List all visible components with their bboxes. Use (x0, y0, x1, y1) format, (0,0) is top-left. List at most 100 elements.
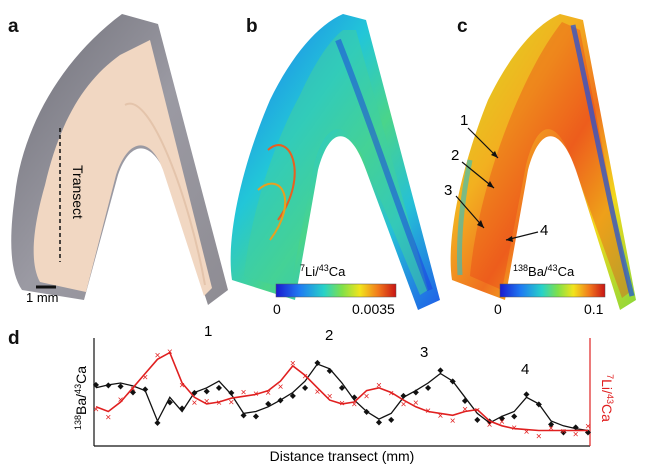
li-data-point: × (290, 359, 296, 370)
ba-data-point: ◆ (400, 391, 407, 400)
li-data-point: × (548, 423, 554, 434)
ba-data-point: ◆ (290, 391, 297, 400)
li-data-point: × (376, 381, 382, 392)
profile-chart: ◆ ◆ ◆ ◆ ◆ ◆ ◆ ◆ ◆ ◆ ◆ ◆ ◆ ◆ ◆ ◆ ◆ ◆ ◆ ◆ ◆ ◆ ◆ ◆ ◆ ◆ ◆ ◆ ◆ ◆ ◆ ◆ ◆ ◆ ◆ ◆ ◆ ◆ ◆ ◆… (93, 338, 592, 447)
ba-data-point: ◆ (216, 383, 223, 392)
li-data-point: × (573, 430, 579, 441)
li-data-point: × (560, 427, 566, 438)
li-data-point: × (105, 412, 111, 423)
ba-data-point: ◆ (548, 420, 555, 429)
ba-data-point: ◆ (130, 388, 137, 397)
ba-data-point: ◆ (204, 386, 211, 395)
panel-label-c: c (457, 16, 468, 37)
li-data-point: × (401, 399, 407, 410)
ba-data-point: ◆ (302, 383, 309, 392)
tooth-photo (11, 14, 229, 305)
ba-data-point: ◆ (499, 413, 506, 422)
panel-label-d: d (8, 328, 20, 349)
ba-data-point: ◆ (388, 415, 395, 424)
ba-data-point: ◆ (351, 392, 358, 401)
li-data-point: × (253, 389, 259, 400)
li-data-point: × (265, 388, 271, 399)
li-data-point: × (364, 391, 370, 402)
ba-data-point: ◆ (314, 358, 321, 367)
ba-data-point: ◆ (437, 366, 444, 375)
ba-data-point: ◆ (523, 389, 530, 398)
ba-data-point: ◆ (253, 412, 260, 421)
ba-annotation-4: 4 (540, 222, 548, 239)
ba-data-point: ◆ (228, 388, 235, 397)
ba-data-point: ◆ (560, 428, 567, 437)
ba-data-point: ◆ (339, 383, 346, 392)
li-data-point: × (437, 411, 443, 422)
peak-label-2: 2 (325, 327, 333, 344)
ba-data-point: ◆ (167, 397, 174, 406)
li-data-point: × (302, 371, 308, 382)
ba-map (450, 14, 636, 310)
peak-label-4: 4 (521, 361, 529, 378)
ba-colorbar-title: 138Ba/43Ca (513, 263, 575, 279)
ba-data-point: ◆ (376, 418, 383, 427)
ba-data-point: ◆ (364, 407, 371, 416)
ba-annotation-1: 1 (460, 112, 468, 129)
li-data-point: × (216, 398, 222, 409)
li-data-point: × (228, 397, 234, 408)
li-data-point: × (450, 416, 456, 427)
ba-annotation-2: 2 (451, 147, 459, 164)
li-data-point: × (167, 347, 173, 358)
li-data-point: × (425, 406, 431, 417)
li-data-point: × (388, 389, 394, 400)
ba-data-point: ◆ (450, 377, 457, 386)
li-data-point: × (278, 382, 284, 393)
ba-colorbar-max: 0.1 (584, 301, 604, 317)
li-data-point: × (118, 395, 124, 406)
right-axis-label: 7Li/43Ca (599, 374, 615, 422)
li-data-point: × (241, 388, 247, 399)
ba-colorbar (499, 283, 606, 298)
li-colorbar (275, 283, 397, 298)
li-data-point: × (204, 397, 210, 408)
ba-data-point: ◆ (277, 396, 284, 405)
li-data-point: × (155, 350, 161, 361)
li-data-point: × (339, 398, 345, 409)
li-data-point: × (413, 398, 419, 409)
li-map (230, 14, 440, 310)
li-data-point: × (462, 404, 468, 415)
li-data-point: × (130, 384, 136, 395)
li-data-point: × (327, 391, 333, 402)
li-data-point: × (142, 373, 148, 384)
li-data-point: × (511, 423, 517, 434)
li-data-point: × (524, 427, 530, 438)
li-data-point: × (499, 417, 505, 428)
peak-label-3: 3 (420, 344, 428, 361)
ba-data-point: ◆ (462, 396, 469, 405)
ba-data-point: ◆ (413, 388, 420, 397)
ba-annotation-3: 3 (444, 182, 452, 199)
li-data-point: × (191, 398, 197, 409)
ba-data-point: ◆ (179, 404, 186, 413)
ba-data-point: ◆ (118, 382, 125, 391)
ba-data-point: ◆ (536, 399, 543, 408)
ba-data-point: ◆ (474, 415, 481, 424)
ba-data-point: ◆ (142, 384, 149, 393)
transect-label: Transect (70, 165, 86, 219)
ba-data-point: ◆ (573, 422, 580, 431)
li-profile-line (95, 351, 588, 432)
li-data-point: × (351, 400, 357, 411)
ba-data-point: ◆ (241, 410, 248, 419)
li-data-point: × (487, 420, 493, 431)
ba-profile-line (95, 363, 589, 432)
ba-data-point: ◆ (105, 380, 112, 389)
ba-data-point: ◆ (425, 383, 432, 392)
ba-data-point: ◆ (154, 418, 161, 427)
ba-data-point: ◆ (191, 388, 198, 397)
li-data-point: × (585, 422, 591, 433)
li-colorbar-max: 0.0035 (352, 301, 395, 317)
panel-label-b: b (246, 16, 258, 37)
ba-data-point: ◆ (585, 428, 592, 437)
li-data-point: × (93, 404, 99, 415)
li-data-point: × (314, 387, 320, 398)
ba-colorbar-min: 0 (494, 301, 502, 317)
ba-data-point: ◆ (93, 380, 100, 389)
